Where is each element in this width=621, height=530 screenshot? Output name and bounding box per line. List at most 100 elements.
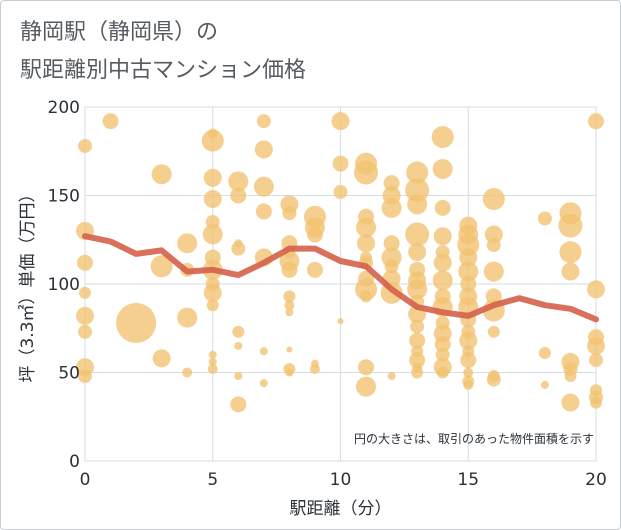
data-bubble bbox=[487, 325, 500, 338]
x-tick-label: 0 bbox=[80, 470, 91, 490]
data-bubble bbox=[203, 168, 222, 187]
data-bubble bbox=[561, 393, 580, 412]
data-bubble bbox=[484, 225, 503, 244]
data-bubble bbox=[408, 243, 427, 262]
x-axis-label: 駅距離（分） bbox=[290, 499, 392, 519]
data-bubble bbox=[102, 113, 119, 130]
data-bubble bbox=[407, 279, 428, 300]
data-bubble bbox=[383, 235, 400, 252]
data-bubble bbox=[383, 175, 400, 192]
y-tick-label: 200 bbox=[48, 98, 80, 118]
data-bubble bbox=[331, 112, 350, 131]
data-bubble bbox=[356, 217, 377, 238]
data-bubble bbox=[460, 352, 477, 369]
data-bubble bbox=[356, 376, 377, 397]
data-bubble bbox=[208, 350, 217, 359]
data-bubble bbox=[234, 341, 243, 350]
data-bubble bbox=[410, 319, 425, 334]
x-tick-label: 5 bbox=[207, 470, 218, 490]
data-bubble bbox=[590, 396, 602, 409]
data-bubble bbox=[564, 370, 577, 383]
data-bubble bbox=[459, 331, 478, 350]
data-bubble bbox=[283, 290, 296, 303]
data-bubble bbox=[309, 363, 320, 374]
data-bubble bbox=[434, 336, 451, 353]
data-bubble bbox=[332, 155, 349, 172]
data-bubble bbox=[589, 353, 603, 368]
data-bubble bbox=[387, 372, 396, 381]
bubbles-layer bbox=[76, 112, 605, 413]
data-bubble bbox=[486, 372, 501, 387]
data-bubble bbox=[76, 306, 94, 325]
data-bubble bbox=[354, 160, 379, 185]
data-bubble bbox=[230, 187, 247, 204]
data-bubble bbox=[230, 396, 247, 413]
data-bubble bbox=[463, 379, 474, 390]
data-bubble bbox=[559, 241, 582, 264]
data-bubble bbox=[409, 332, 426, 349]
data-bubble bbox=[436, 366, 449, 379]
data-bubble bbox=[463, 367, 474, 378]
y-tick-label: 50 bbox=[58, 364, 80, 384]
data-bubble bbox=[405, 178, 430, 203]
data-bubble bbox=[384, 259, 399, 274]
data-bubble bbox=[433, 227, 452, 246]
data-bubble bbox=[306, 261, 323, 278]
data-bubble bbox=[482, 188, 505, 211]
data-bubble bbox=[433, 253, 452, 272]
data-bubble bbox=[281, 261, 298, 278]
data-bubble bbox=[459, 248, 478, 267]
data-bubble bbox=[407, 194, 428, 215]
chart-title-line2: 駅距離別中古マンション価格 bbox=[20, 58, 307, 83]
data-bubble bbox=[460, 276, 477, 292]
data-bubble bbox=[285, 308, 294, 317]
data-bubble bbox=[432, 270, 453, 291]
y-tick-label: 0 bbox=[69, 452, 80, 472]
data-bubble bbox=[78, 324, 92, 339]
data-bubble bbox=[587, 280, 605, 299]
data-bubble bbox=[381, 197, 402, 218]
data-bubble bbox=[435, 347, 450, 362]
data-bubble bbox=[333, 184, 348, 199]
data-bubble bbox=[151, 164, 172, 185]
data-bubble bbox=[78, 138, 92, 153]
y-tick-label: 100 bbox=[48, 275, 80, 295]
data-bubble bbox=[182, 367, 193, 378]
data-bubble bbox=[232, 325, 245, 338]
data-bubble bbox=[537, 211, 552, 226]
data-bubble bbox=[434, 199, 451, 216]
data-bubble bbox=[587, 336, 605, 355]
data-bubble bbox=[231, 241, 246, 256]
data-bubble bbox=[152, 349, 171, 368]
data-bubble bbox=[306, 226, 323, 243]
data-bubble bbox=[558, 213, 583, 238]
data-bubble bbox=[360, 290, 373, 303]
y-tick-label: 150 bbox=[48, 187, 80, 207]
x-tick-label: 20 bbox=[585, 470, 607, 490]
data-bubble bbox=[358, 359, 375, 376]
data-bubble bbox=[77, 254, 93, 271]
data-bubble bbox=[486, 238, 501, 253]
data-bubble bbox=[150, 255, 173, 278]
data-bubble bbox=[259, 379, 268, 388]
data-bubble bbox=[458, 261, 479, 282]
data-bubble bbox=[561, 262, 580, 281]
data-bubble bbox=[202, 224, 223, 245]
data-bubble bbox=[208, 357, 217, 366]
data-bubble bbox=[206, 299, 219, 312]
data-bubble bbox=[259, 347, 268, 356]
data-bubble bbox=[116, 302, 157, 343]
x-tick-label: 10 bbox=[330, 470, 352, 490]
data-bubble bbox=[255, 203, 272, 220]
data-bubble bbox=[201, 129, 224, 152]
data-bubble bbox=[483, 261, 504, 282]
data-bubble bbox=[254, 140, 273, 159]
data-bubble bbox=[282, 206, 297, 221]
data-bubble bbox=[405, 222, 430, 247]
data-bubble bbox=[540, 380, 549, 389]
data-bubble bbox=[409, 352, 426, 369]
data-bubble bbox=[432, 158, 453, 179]
data-bubble bbox=[253, 176, 274, 197]
